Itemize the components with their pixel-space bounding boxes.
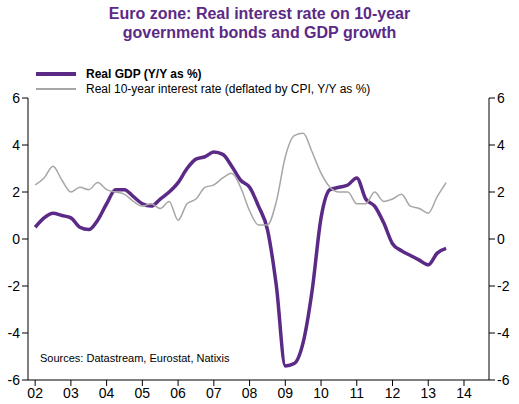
svg-text:14: 14 <box>456 385 472 401</box>
svg-text:13: 13 <box>420 385 436 401</box>
svg-text:03: 03 <box>63 385 79 401</box>
svg-text:2: 2 <box>12 184 20 200</box>
html-text:Real 10-year interest rate (de: Real 10-year interest rate (deflated by … <box>86 81 371 96</box>
html-text:Real GDP (Y/Y as %): Real GDP (Y/Y as %) <box>86 66 202 81</box>
svg-text:02: 02 <box>27 385 43 401</box>
svg-text:-4: -4 <box>8 325 20 341</box>
svg-text:08: 08 <box>242 385 258 401</box>
html-text:Euro zone: Real interest rate: Euro zone: Real interest rate on 10-year… <box>108 5 411 41</box>
html-text:Sources: Datastream, Eurostat,: Sources: Datastream, Eurostat, Natixis <box>40 352 230 364</box>
svg-text:04: 04 <box>99 385 115 401</box>
svg-text:10: 10 <box>313 385 329 401</box>
svg-text:05: 05 <box>135 385 151 401</box>
svg-text:06: 06 <box>170 385 186 401</box>
svg-text:6: 6 <box>12 90 20 106</box>
svg-text:-6: -6 <box>8 372 20 388</box>
svg-text:-4: -4 <box>497 325 510 341</box>
svg-text:6: 6 <box>497 90 505 106</box>
svg-text:11: 11 <box>350 385 365 401</box>
svg-text:-6: -6 <box>497 372 510 388</box>
svg-text:0: 0 <box>497 231 505 247</box>
svg-text:-2: -2 <box>497 278 510 294</box>
svg-text:0: 0 <box>12 231 20 247</box>
svg-text:07: 07 <box>206 385 222 401</box>
svg-text:-2: -2 <box>8 278 20 294</box>
svg-text:09: 09 <box>278 385 294 401</box>
svg-text:4: 4 <box>12 137 20 153</box>
svg-text:12: 12 <box>385 385 401 401</box>
svg-text:4: 4 <box>497 137 505 153</box>
svg-text:2: 2 <box>497 184 505 200</box>
